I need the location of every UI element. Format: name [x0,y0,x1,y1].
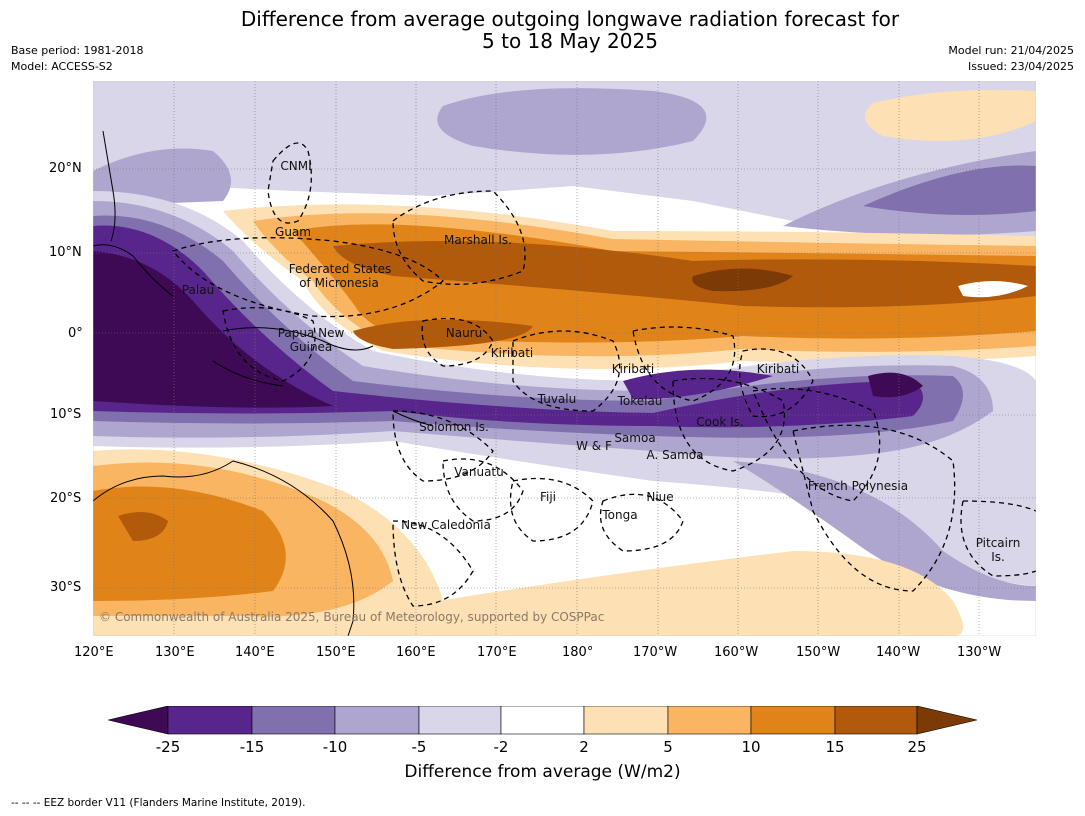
lon-label-160e: 160°E [396,645,436,660]
colorbar-tick-4: -2 [493,738,509,756]
grid-lines [93,81,1036,636]
label-niue: Niue [646,490,673,504]
label-new-caledonia: New Caledonia [401,518,491,532]
label-wallis-futuna: W & F [576,439,612,453]
label-fiji: Fiji [540,490,556,504]
colorbar-bin-2 [251,706,336,735]
lat-label-10n: 10°N [49,245,82,260]
label-guam: Guam [275,225,311,239]
model-run: Model run: 21/04/2025 [948,44,1074,57]
eez-borders [171,142,1036,607]
colorbar-tick-7: 10 [741,738,761,756]
colorbar-bin-7 [667,706,752,735]
colorbar-bin-1 [167,706,253,735]
label-pitcairn-1: Pitcairn [976,536,1021,550]
colorbar-bin-4 [418,706,502,735]
chart-title: Difference from average outgoing longwav… [0,8,1085,52]
copyright-notice: © Commonwealth of Australia 2025, Bureau… [99,610,604,624]
south-positive-region [93,449,963,636]
title-line-1: Difference from average outgoing longwav… [240,7,900,31]
label-american-samoa: A. Samoa [647,448,704,462]
label-kiribati-central: Kiribati [612,362,654,376]
lon-label-140e: 140°E [235,645,275,660]
colorbar-tick-6: 5 [663,738,673,756]
lat-label-0: 0° [68,326,83,341]
colorbar-tick-2: -10 [322,738,348,756]
coastlines [93,130,434,636]
lon-label-160w: 160°W [714,645,759,660]
colorbar-bin-5 [500,706,585,735]
lon-label-150w: 150°W [796,645,841,660]
anomaly-map: CNMI Guam Marshall Is. Federated States … [93,81,1036,636]
lon-label-180: 180° [562,645,594,660]
label-solomon-is: Solomon Is. [419,420,489,434]
colorbar-tick-8: 15 [825,738,845,756]
southern-negative-band [93,191,1036,601]
label-tonga: Tonga [601,508,637,522]
lat-label-20s: 20°S [50,491,82,506]
label-nauru: Nauru [446,326,482,340]
colorbar [108,706,978,735]
eez-labels: CNMI Guam Marshall Is. Federated States … [182,159,1020,564]
map-panel: CNMI Guam Marshall Is. Federated States … [93,81,1036,636]
colorbar-title: Difference from average (W/m2) [404,762,681,782]
north-negative-band [93,81,1036,246]
meta-right: Model run: 21/04/2025 Issued: 23/04/2025 [948,43,1074,75]
label-pitcairn-2: Is. [991,550,1005,564]
base-period: Base period: 1981-2018 [11,44,144,57]
colorbar-tick-5: 2 [579,738,589,756]
label-kiribati-east: Kiribati [757,362,799,376]
model-name: Model: ACCESS-S2 [11,60,113,73]
issued-date: Issued: 23/04/2025 [967,60,1074,73]
label-kiribati-west: Kiribati [491,346,533,360]
lat-label-20n: 20°N [49,161,82,176]
lat-label-30s: 30°S [50,580,82,595]
colorbar-bin-6 [583,706,669,735]
lon-label-120e: 120°E [74,645,114,660]
colorbar-bin-8 [750,706,836,735]
colorbar-bin-3 [334,706,420,735]
colorbar-tick-3: -5 [411,738,427,756]
colorbar-tick-1: -15 [239,738,265,756]
lon-label-130w: 130°W [957,645,1002,660]
eez-footnote: -- -- -- EEZ border V11 (Flanders Marine… [11,797,306,809]
label-fsm-1: Federated States [289,262,391,276]
colorbar-extend-high [916,706,978,735]
title-line-2: 5 to 18 May 2025 [482,29,658,53]
lon-label-170w: 170°W [633,645,678,660]
label-tuvalu: Tuvalu [537,392,577,406]
lon-label-170e: 170°E [477,645,517,660]
lon-label-140w: 140°W [876,645,921,660]
label-fsm-2: of Micronesia [299,276,379,290]
equatorial-positive-band [223,204,1036,369]
lon-label-130e: 130°E [155,645,195,660]
lon-label-150e: 150°E [316,645,356,660]
label-marshall-is: Marshall Is. [444,233,512,247]
label-tokelau: Tokelau [617,394,663,408]
lat-label-10s: 10°S [50,407,82,422]
colorbar-bin-9 [834,706,918,735]
colorbar-extend-low [108,706,169,735]
meta-left: Base period: 1981-2018 Model: ACCESS-S2 [11,43,143,75]
label-cook-is: Cook Is. [696,415,743,429]
label-png-1: Papua New [278,326,345,340]
label-vanuatu: Vanuatu [454,465,504,479]
label-cnmi: CNMI [280,159,311,173]
label-french-polynesia: French Polynesia [808,479,908,493]
label-samoa: Samoa [614,431,655,445]
colorbar-tick-0: -25 [155,738,181,756]
colorbar-tick-9: 25 [907,738,927,756]
label-png-2: Guinea [290,340,333,354]
label-palau: Palau [182,283,214,297]
